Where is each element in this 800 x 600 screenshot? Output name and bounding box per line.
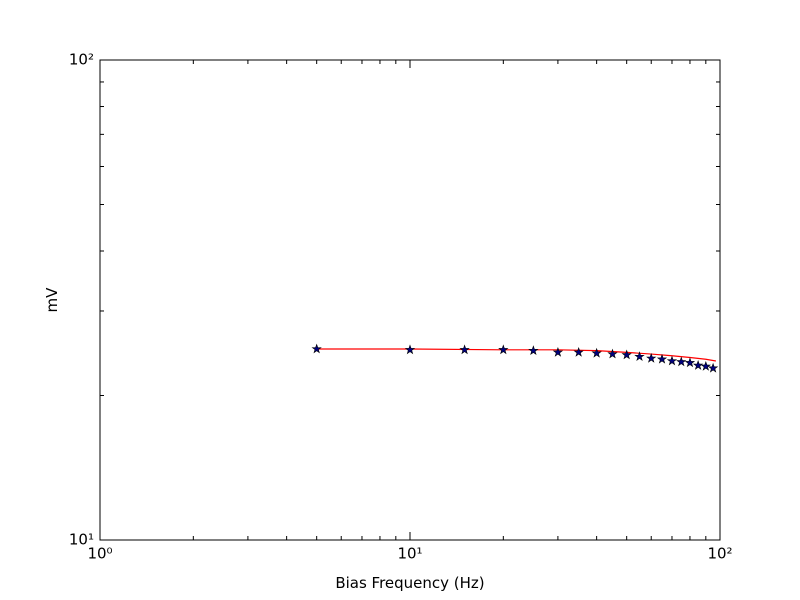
data-point: [666, 355, 678, 366]
data-point: [656, 353, 668, 364]
data-point: [692, 360, 704, 370]
data-point: [621, 349, 632, 360]
data-point: [607, 348, 618, 359]
data-point: [591, 347, 602, 358]
data-point: [404, 344, 416, 355]
x-tick-label: 10⁰: [87, 545, 112, 563]
y-tick-label: 10²: [69, 51, 94, 69]
plot-frame: [99, 59, 721, 541]
y-axis-label: mV: [43, 287, 61, 313]
data-point: [684, 357, 696, 368]
x-tick-label: 10²: [707, 545, 732, 563]
data-point: [528, 345, 539, 356]
data-point: [676, 356, 687, 367]
x-tick-label: 10¹: [397, 545, 422, 563]
x-axis-label: Bias Frequency (Hz): [335, 574, 484, 592]
data-point: [552, 346, 564, 357]
data-point: [311, 343, 322, 354]
y-tick-label: 10¹: [69, 531, 94, 549]
data-point: [707, 362, 719, 373]
data-point: [646, 352, 657, 363]
data-point: [634, 351, 645, 362]
data-point: [498, 344, 509, 355]
data-point: [573, 346, 584, 357]
data-point: [700, 360, 711, 371]
data-point: [459, 344, 470, 355]
